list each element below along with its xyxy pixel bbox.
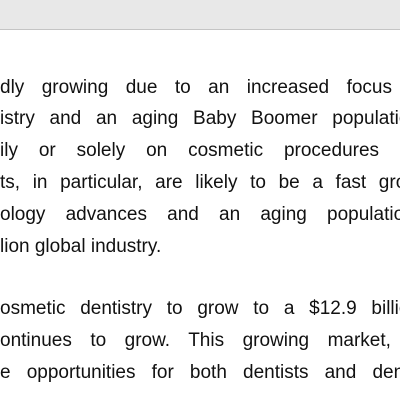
text-line: ology advances and an aging population. (0, 204, 400, 225)
window-top-bar (0, 0, 400, 30)
text-line: ily or solely on cosmetic procedures su (0, 140, 400, 161)
text-line: ts, in particular, are likely to be a fa… (0, 172, 400, 193)
text-line: ontinues to grow. This growing market, e (0, 330, 400, 351)
text-line: istry and an aging Baby Boomer populatio… (0, 108, 400, 129)
text-line: e opportunities for both dentists and de… (0, 362, 400, 383)
text-line: dly growing due to an increased focus o (0, 77, 400, 98)
text-line: osmetic dentistry to grow to a $12.9 bil… (0, 298, 400, 319)
text-line: lion global industry. (0, 236, 162, 257)
